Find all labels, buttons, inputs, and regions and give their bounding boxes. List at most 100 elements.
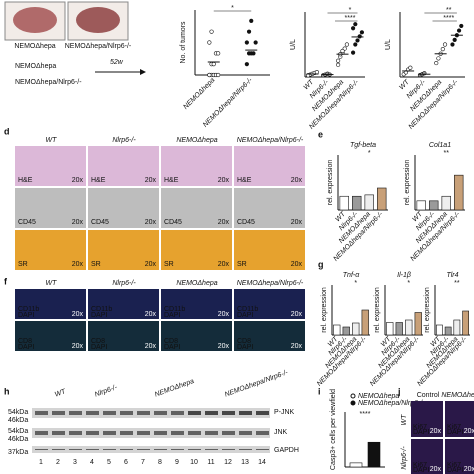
group-label: Nlrp6-/- <box>94 384 119 399</box>
magnification: 20x <box>430 466 442 473</box>
bar <box>339 195 349 211</box>
stain-label: CD8 <box>237 338 251 345</box>
stain-label: H&E <box>164 177 179 184</box>
bar <box>462 310 469 336</box>
band <box>239 431 252 435</box>
data-point <box>249 18 254 23</box>
panel-letter: e <box>318 129 323 139</box>
lane-number: 1 <box>39 459 43 466</box>
band <box>154 411 167 415</box>
band <box>256 431 269 435</box>
data-point <box>344 42 350 47</box>
band <box>188 449 201 450</box>
data-point <box>456 28 462 33</box>
lane-number: 11 <box>207 459 214 466</box>
data-point <box>207 72 212 78</box>
y-label: rel. expression <box>374 287 381 333</box>
band <box>256 411 269 415</box>
data-point <box>336 62 341 67</box>
chart-title: Il-1β <box>397 272 411 279</box>
magnification: 20x <box>218 219 230 226</box>
band <box>188 411 201 415</box>
category-label: NEMOΔhepa <box>182 77 216 111</box>
magnification: 20x <box>72 261 84 268</box>
y-label: U/L <box>385 39 392 50</box>
bar <box>352 195 362 211</box>
band <box>222 431 235 435</box>
bar <box>342 326 350 336</box>
data-point <box>450 42 455 47</box>
micrograph <box>15 146 86 186</box>
micrograph <box>88 321 159 351</box>
significance: * <box>231 5 234 12</box>
band <box>103 411 116 415</box>
data-point <box>442 42 448 47</box>
data-point <box>340 48 345 54</box>
lane-number: 7 <box>141 459 145 466</box>
data-point <box>253 40 258 45</box>
legend-marker <box>350 393 356 399</box>
band <box>171 431 184 435</box>
data-point <box>355 38 360 43</box>
band <box>222 411 235 415</box>
magnification: 20x <box>145 343 157 350</box>
panel-letter: f <box>4 276 8 286</box>
significance: * <box>368 150 371 157</box>
liver <box>13 7 57 33</box>
bar <box>444 326 452 336</box>
magnification: 20x <box>72 311 84 318</box>
magnification: 20x <box>145 261 157 268</box>
micrograph <box>234 188 305 228</box>
stain-label: DAPI <box>91 344 107 351</box>
band <box>171 449 184 450</box>
lane-number: 14 <box>258 459 266 466</box>
stain-label: DAPI <box>18 344 34 351</box>
chart-title: Tnf-α <box>343 272 360 279</box>
magnification: 20x <box>291 311 303 318</box>
panel-letter: h <box>4 386 10 396</box>
micrograph <box>234 230 305 270</box>
data-point <box>459 23 464 29</box>
y-label: U/L <box>290 39 297 50</box>
stain-label: DAPI <box>447 467 463 474</box>
micrograph <box>234 289 305 319</box>
micrograph <box>15 230 86 270</box>
band <box>69 449 82 450</box>
stain-label: SR <box>18 261 28 268</box>
column-header: NEMOΔhepa <box>441 392 474 399</box>
stain-label: CD11b <box>237 306 258 313</box>
data-point <box>353 42 358 47</box>
magnification: 20x <box>464 428 474 435</box>
row-header: WT <box>401 414 408 426</box>
stain-label: H&E <box>91 177 106 184</box>
band <box>120 411 133 415</box>
lane-number: 6 <box>124 459 128 466</box>
panel-letter: d <box>4 126 10 136</box>
column-header: Nlrp6-/- <box>112 137 136 144</box>
lane-number: 13 <box>241 459 249 466</box>
stain-label: CD8 <box>164 338 178 345</box>
micrograph <box>161 146 232 186</box>
label: NEMOΔhepa <box>15 63 56 70</box>
column-header: Control <box>417 392 440 399</box>
label: NEMOΔhepa/Nlrp6-/- <box>65 43 132 50</box>
row-header: Nlrp6-/- <box>401 446 408 470</box>
chart-title: Col1a1 <box>429 142 451 149</box>
band <box>256 449 269 450</box>
stain-label: Ki67 <box>413 424 427 431</box>
band <box>69 411 82 415</box>
y-label: rel. expression <box>404 160 411 206</box>
band <box>52 411 65 415</box>
group-label: NEMOΔhepa/Nlrp6-/- <box>224 369 290 399</box>
band <box>205 449 218 450</box>
stain-label: Ki67 <box>413 462 427 469</box>
micrograph <box>88 146 159 186</box>
data-point <box>251 51 256 56</box>
stain-label: CD8 <box>18 338 32 345</box>
micrograph <box>411 439 443 474</box>
magnification: 20x <box>218 311 230 318</box>
stain-label: DAPI <box>164 312 180 319</box>
legend-label: NEMOΔhepa <box>358 393 399 400</box>
lane-number: 8 <box>158 459 162 466</box>
bar <box>349 462 363 468</box>
